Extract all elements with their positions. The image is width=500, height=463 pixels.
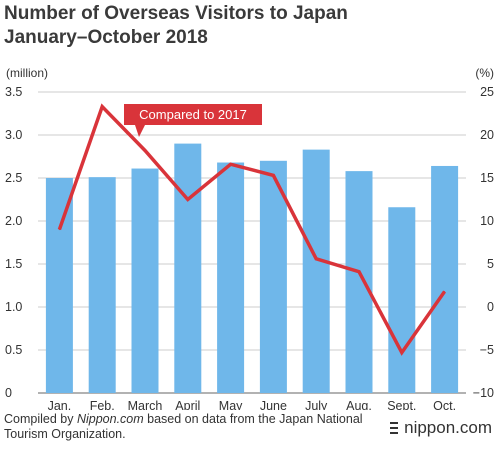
x-tick-label: May [219, 399, 243, 410]
left-tick-label: 2.5 [5, 171, 22, 185]
x-tick-label: Aug. [346, 399, 372, 410]
x-axis-ticks: Jan. Feb. March April May June July Aug. Sept. Oc… [48, 399, 456, 410]
line-point [444, 291, 446, 293]
bar [174, 143, 202, 393]
x-tick-label: April [175, 399, 200, 410]
bar [431, 165, 459, 393]
brand-mark-icon [390, 421, 400, 435]
chart-title: Number of Overseas Visitors to Japan Jan… [4, 2, 464, 50]
callout-box [124, 104, 262, 137]
left-axis-label: (million) [6, 66, 48, 80]
x-tick-label: Feb. [90, 399, 115, 410]
bar [345, 171, 373, 393]
line-point [401, 352, 403, 354]
line-point [144, 149, 146, 151]
line-point [101, 106, 103, 108]
callout-label: Compared to 2017 [139, 107, 247, 122]
left-tick-label: 1.0 [5, 300, 22, 314]
x-tick-label: July [305, 399, 328, 410]
line-series [57, 103, 447, 356]
line-point [58, 229, 60, 231]
x-tick-label: March [128, 399, 163, 410]
left-tick-label: 2.0 [5, 214, 22, 228]
x-tick-label: Oct. [433, 399, 456, 410]
title-line-1: Number of Overseas Visitors to Japan [4, 3, 348, 24]
right-tick-label: 5 [487, 257, 494, 271]
line-point [272, 174, 274, 176]
source-prefix: Compiled by [4, 412, 77, 426]
right-axis-label: (%) [475, 66, 494, 80]
line-path [57, 103, 447, 356]
left-tick-label: 0.5 [5, 343, 22, 357]
x-tick-label: Jan. [48, 399, 72, 410]
bar [388, 207, 416, 393]
source-note: Compiled by Nippon.com based on data fro… [4, 412, 384, 442]
left-tick-label: 3.0 [5, 128, 22, 142]
right-tick-label: 20 [480, 128, 494, 142]
line-point [230, 163, 232, 165]
brand-logo: nippon.com [390, 418, 492, 438]
left-tick-label: 3.5 [5, 85, 22, 99]
bar [217, 162, 245, 393]
line-point [315, 258, 317, 260]
x-tick-label: June [260, 399, 287, 410]
line-point [358, 271, 360, 273]
right-tick-label: 10 [480, 214, 494, 228]
source-suffix: based on data from the Japan National To… [4, 412, 363, 441]
brand-name: nippon.com [404, 418, 492, 437]
bar [302, 149, 330, 393]
line-series-callout: Compared to 2017 [124, 104, 262, 137]
chart-area: 0 0.5 1.0 1.5 2.0 2.5 3.0 3.5 −10 −5 0 5 10 15 20 25 J… [5, 66, 494, 410]
left-tick-label: 1.5 [5, 257, 22, 271]
right-tick-label: −10 [473, 386, 494, 400]
bar-series [45, 143, 459, 393]
left-tick-label: 0 [5, 386, 12, 400]
x-tick-label: Sept. [387, 399, 416, 410]
left-axis-ticks: 0 0.5 1.0 1.5 2.0 2.5 3.0 3.5 [5, 85, 22, 400]
right-axis-ticks: −10 −5 0 5 10 15 20 25 [473, 85, 494, 400]
line-point [187, 199, 189, 200]
bar [259, 160, 287, 393]
right-tick-label: −5 [480, 343, 494, 357]
right-tick-label: 15 [480, 171, 494, 185]
source-name: Nippon.com [76, 412, 144, 426]
bar [88, 177, 116, 393]
bar [45, 178, 73, 393]
right-tick-label: 25 [480, 85, 494, 99]
right-tick-label: 0 [487, 300, 494, 314]
bar [131, 168, 159, 393]
title-line-2: January–October 2018 [4, 27, 208, 48]
